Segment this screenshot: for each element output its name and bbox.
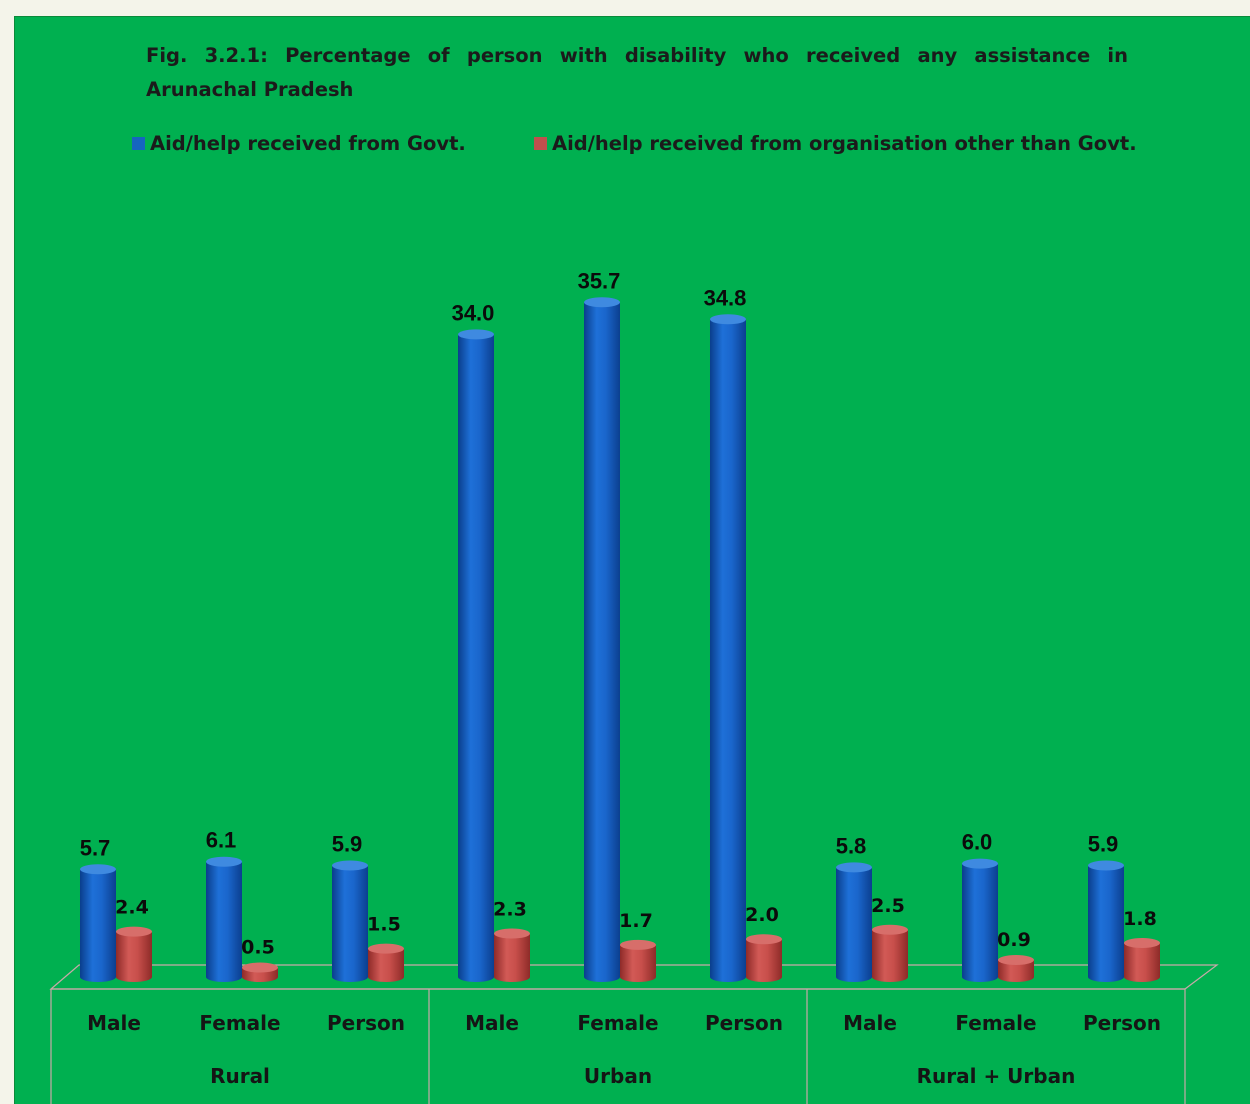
legend-label-other-org: Aid/help received from organisation othe… [552,132,1137,155]
value-label-govt-5: 34.8 [704,285,747,310]
value-label-other-org-2: 1.5 [367,914,401,936]
bar-body [962,863,998,982]
value-label-other-org-5: 2.0 [745,904,779,926]
category-label-8: Person [1083,1011,1161,1035]
bar-govt-5 [710,314,746,982]
bar-cap [206,856,242,867]
bar-govt-7 [962,858,998,982]
bar-cap [494,928,530,939]
legend-item-other-org: Aid/help received from organisation othe… [534,132,1137,155]
bar-body [80,869,116,982]
value-label-govt-6: 5.8 [836,833,867,858]
bar-govt-2 [332,860,368,982]
bar-body [872,929,908,982]
category-label-1: Female [199,1011,280,1035]
category-label-4: Female [577,1011,658,1035]
bar-govt-4 [584,297,620,982]
bar-body [116,931,152,982]
category-label-2: Person [327,1011,405,1035]
legend-item-govt: Aid/help received from Govt. [132,132,466,155]
group-label-2: Rural + Urban [917,1064,1076,1088]
bar-cap [998,954,1034,965]
bar-cap [458,329,494,340]
bar-body [494,933,530,982]
bar-cap [116,926,152,937]
value-label-other-org-1: 0.5 [241,937,275,959]
bar-other-org-4 [620,939,656,982]
group-label-1: Urban [584,1064,652,1088]
value-label-other-org-4: 1.7 [619,910,653,932]
bar-govt-1 [206,856,242,982]
bar-govt-8 [1088,860,1124,982]
chart-title: Fig. 3.2.1: Percentage of person with di… [146,44,1128,101]
bar-body [746,939,782,982]
bar-cap [368,943,404,954]
bar-body [458,334,494,982]
chart-background: Fig. 3.2.1: Percentage of person with di… [14,16,1250,1104]
bar-cap [710,314,746,325]
bar-other-org-3 [494,928,530,982]
value-label-govt-3: 34.0 [452,300,495,325]
bar-other-org-8 [1124,937,1160,982]
bar-cap [962,858,998,869]
category-label-7: Female [955,1011,1036,1035]
category-label-0: Male [87,1011,141,1035]
bar-cap [332,860,368,871]
bar-body [332,865,368,982]
bar-body [368,948,404,982]
bar-body [998,959,1034,982]
bar-body [836,867,872,982]
bars-layer [80,297,1160,982]
bar-cap [584,297,620,308]
bar-other-org-6 [872,924,908,982]
category-label-3: Male [465,1011,519,1035]
value-label-govt-0: 5.7 [80,835,111,860]
legend-swatch-other-org [534,137,547,150]
bar-cap [872,924,908,935]
bar-govt-3 [458,329,494,982]
bar-chart: 5.7 2.4 Male 6.1 0.5 Female 5.9 1.5 Person 34.0 2.… [49,268,1219,1104]
bar-other-org-1 [242,962,278,982]
value-label-other-org-6: 2.5 [871,895,905,917]
value-label-other-org-0: 2.4 [115,897,149,919]
value-label-govt-1: 6.1 [206,828,237,853]
bar-cap [1124,937,1160,948]
bar-cap [620,939,656,950]
bar-cap [836,862,872,873]
bar-other-org-7 [998,954,1034,982]
bar-body [1088,865,1124,982]
bar-other-org-2 [368,943,404,982]
legend-swatch-govt [132,137,145,150]
value-label-govt-8: 5.9 [1088,831,1119,856]
value-label-other-org-3: 2.3 [493,899,527,921]
bar-body [584,302,620,982]
bar-cap [80,864,116,875]
labels-layer: 5.7 2.4 Male 6.1 0.5 Female 5.9 1.5 Person 34.0 2.… [80,268,1161,1088]
legend-label-govt: Aid/help received from Govt. [150,132,466,155]
value-label-govt-7: 6.0 [962,830,993,855]
bar-cap [746,934,782,945]
bar-body [1124,942,1160,982]
category-label-6: Male [843,1011,897,1035]
value-label-other-org-7: 0.9 [997,929,1031,951]
bar-body [710,319,746,982]
group-label-0: Rural [210,1064,270,1088]
bar-body [206,861,242,982]
value-label-govt-4: 35.7 [578,268,621,293]
value-label-govt-2: 5.9 [332,831,363,856]
value-label-other-org-8: 1.8 [1123,908,1157,930]
bar-body [620,944,656,982]
axis-frame [49,964,1219,1104]
category-label-5: Person [705,1011,783,1035]
bar-govt-0 [80,864,116,982]
bar-cap [1088,860,1124,871]
bar-other-org-5 [746,934,782,982]
bar-other-org-0 [116,926,152,982]
bar-govt-6 [836,862,872,982]
bar-cap [242,962,278,973]
